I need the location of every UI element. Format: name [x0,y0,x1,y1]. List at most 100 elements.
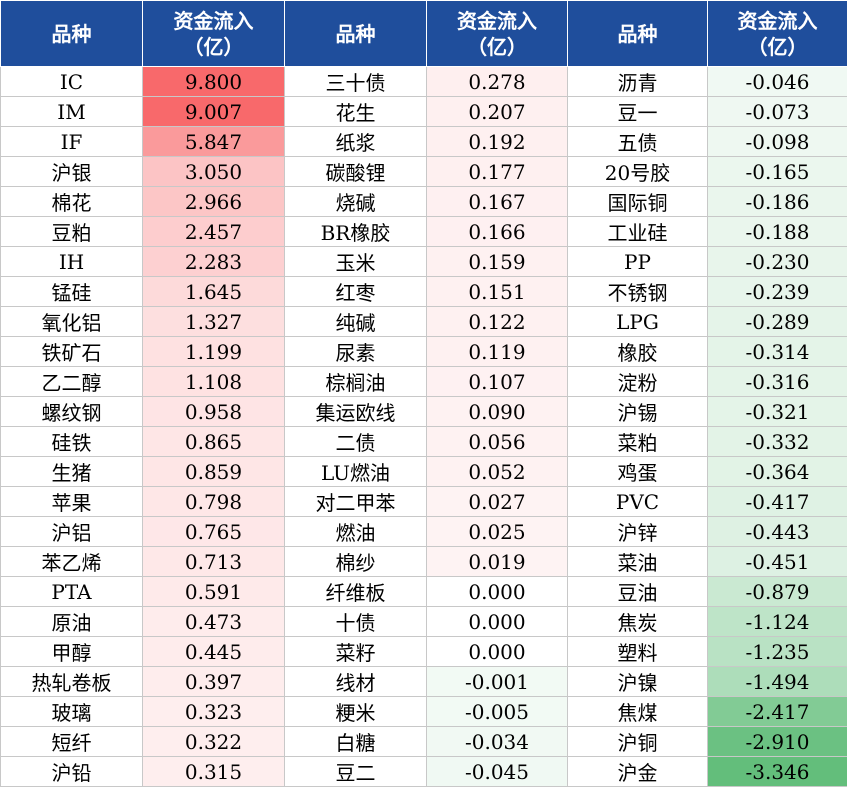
commodity-name-cell: 苹果 [0,486,143,517]
commodity-name-cell: 20号胶 [567,156,708,187]
commodity-name-cell: 棕榈油 [284,366,427,397]
table-row: 氧化铝 1.327 纯碱 0.122 LPG -0.289 [0,306,847,337]
fund-flow-value-cell: 2.283 [142,246,285,277]
commodity-name-cell: 硅铁 [0,426,143,457]
fund-flow-value-cell: 0.119 [426,336,568,367]
commodity-name-cell: 沪锌 [567,516,708,547]
header-name-1: 品种 [0,0,143,67]
header-flow-unit: （亿） [183,34,244,59]
fund-flow-value-cell: -0.005 [426,696,568,727]
header-flow-unit: （亿） [467,34,527,59]
fund-flow-value-cell: -0.316 [707,366,847,397]
commodity-name-cell: PVC [567,486,708,517]
table-row: 沪银 3.050 碳酸锂 0.177 20号胶 -0.165 [0,156,847,187]
fund-flow-value-cell: 0.445 [142,636,285,667]
commodity-name-cell: 沪银 [0,156,143,187]
fund-flow-value-cell: -0.073 [707,96,847,127]
commodity-name-cell: 热轧卷板 [0,666,143,697]
commodity-name-cell: 红枣 [284,276,427,307]
commodity-name-cell: 对二甲苯 [284,486,427,517]
table-row: 乙二醇 1.108 棕榈油 0.107 淀粉 -0.316 [0,366,847,397]
commodity-name-cell: 不锈钢 [567,276,708,307]
fund-flow-value-cell: 1.327 [142,306,285,337]
header-flow-3: 资金流入 （亿） [707,0,847,67]
table-row: 短纤 0.322 白糖 -0.034 沪铜 -2.910 [0,726,847,757]
commodity-name-cell: 乙二醇 [0,366,143,397]
commodity-name-cell: 苯乙烯 [0,546,143,577]
fund-flow-value-cell: -1.124 [707,606,847,637]
commodity-name-cell: PTA [0,576,143,607]
commodity-name-cell: 沪金 [567,756,708,787]
table-row: IF 5.847 纸浆 0.192 五债 -0.098 [0,126,847,157]
fund-flow-value-cell: -0.034 [426,726,568,757]
header-flow-label: 资金流入 [737,8,818,33]
commodity-name-cell: 沪铜 [567,726,708,757]
commodity-name-cell: 鸡蛋 [567,456,708,487]
table-body: IC 9.800 三十债 0.278 沥青 -0.046 IM 9.007 花生 0.207 豆一 -… [0,66,847,787]
table-row: 苹果 0.798 对二甲苯 0.027 PVC -0.417 [0,486,847,517]
fund-flow-value-cell: 1.108 [142,366,285,397]
fund-flow-value-cell: 0.865 [142,426,285,457]
commodity-name-cell: 花生 [284,96,427,127]
commodity-name-cell: 纸浆 [284,126,427,157]
fund-flow-value-cell: 0.090 [426,396,568,427]
fund-flow-value-cell: -0.165 [707,156,847,187]
header-flow-label: 资金流入 [173,8,254,33]
commodity-name-cell: 烧碱 [284,186,427,217]
commodity-name-cell: LU燃油 [284,456,427,487]
commodity-name-cell: 沪镍 [567,666,708,697]
table-row: IC 9.800 三十债 0.278 沥青 -0.046 [0,66,847,97]
commodity-name-cell: 沥青 [567,66,708,97]
commodity-name-cell: 沪铝 [0,516,143,547]
fund-flow-value-cell: -0.098 [707,126,847,157]
commodity-name-cell: 尿素 [284,336,427,367]
fund-flow-value-cell: 0.122 [426,306,568,337]
commodity-name-cell: 锰硅 [0,276,143,307]
fund-flow-value-cell: 0.958 [142,396,285,427]
table-row: 沪铅 0.315 豆二 -0.045 沪金 -3.346 [0,756,847,787]
fund-flow-value-cell: 0.056 [426,426,568,457]
fund-flow-value-cell: -0.230 [707,246,847,277]
fund-flow-value-cell: -0.046 [707,66,847,97]
commodity-name-cell: 集运欧线 [284,396,427,427]
fund-flow-value-cell: 0.000 [426,636,568,667]
table-row: IM 9.007 花生 0.207 豆一 -0.073 [0,96,847,127]
commodity-name-cell: 塑料 [567,636,708,667]
commodity-name-cell: 生猪 [0,456,143,487]
table-row: IH 2.283 玉米 0.159 PP -0.230 [0,246,847,277]
table-row: 热轧卷板 0.397 线材 -0.001 沪镍 -1.494 [0,666,847,697]
commodity-name-cell: IF [0,126,143,157]
commodity-name-cell: 焦煤 [567,696,708,727]
table-row: 甲醇 0.445 菜籽 0.000 塑料 -1.235 [0,636,847,667]
commodity-name-cell: 纯碱 [284,306,427,337]
commodity-name-cell: 螺纹钢 [0,396,143,427]
commodity-name-cell: 碳酸锂 [284,156,427,187]
fund-flow-value-cell: 0.315 [142,756,285,787]
commodity-name-cell: 淀粉 [567,366,708,397]
commodity-name-cell: 五债 [567,126,708,157]
fund-flow-value-cell: 0.278 [426,66,568,97]
fund-flow-value-cell: 0.052 [426,456,568,487]
fund-flow-value-cell: -1.494 [707,666,847,697]
fund-flow-value-cell: 5.847 [142,126,285,157]
table-row: 硅铁 0.865 二债 0.056 菜粕 -0.332 [0,426,847,457]
header-name-2: 品种 [284,0,427,67]
table-row: 豆粕 2.457 BR橡胶 0.166 工业硅 -0.188 [0,216,847,247]
commodity-name-cell: 豆二 [284,756,427,787]
commodity-name-cell: BR橡胶 [284,216,427,247]
commodity-name-cell: 线材 [284,666,427,697]
fund-flow-value-cell: -3.346 [707,756,847,787]
commodity-name-cell: 橡胶 [567,336,708,367]
commodity-name-cell: 短纤 [0,726,143,757]
commodity-name-cell: 铁矿石 [0,336,143,367]
fund-flow-value-cell: -2.910 [707,726,847,757]
fund-flow-value-cell: 0.473 [142,606,285,637]
commodity-name-cell: 国际铜 [567,186,708,217]
fund-flow-value-cell: 0.859 [142,456,285,487]
commodity-name-cell: 菜籽 [284,636,427,667]
commodity-name-cell: 沪锡 [567,396,708,427]
commodity-name-cell: 豆粕 [0,216,143,247]
header-flow-unit: （亿） [747,34,808,59]
fund-flow-value-cell: -0.188 [707,216,847,247]
